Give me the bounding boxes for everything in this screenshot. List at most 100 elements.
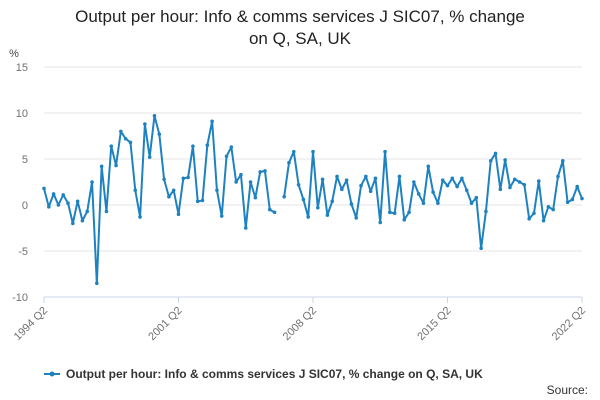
data-point[interactable] xyxy=(47,205,51,209)
data-point[interactable] xyxy=(287,160,291,165)
data-point[interactable] xyxy=(498,187,503,192)
data-point[interactable] xyxy=(503,158,507,162)
data-point[interactable] xyxy=(450,176,455,181)
data-point[interactable] xyxy=(291,149,296,154)
data-point[interactable] xyxy=(392,211,397,216)
data-point[interactable] xyxy=(522,182,527,187)
data-point[interactable] xyxy=(133,188,138,193)
data-point[interactable] xyxy=(224,154,229,159)
data-point[interactable] xyxy=(123,136,128,141)
data-point[interactable] xyxy=(575,184,579,189)
data-point[interactable] xyxy=(426,164,431,169)
data-point[interactable] xyxy=(152,113,157,118)
data-point[interactable] xyxy=(258,170,262,174)
data-point[interactable] xyxy=(138,215,142,219)
data-point[interactable] xyxy=(565,200,570,205)
data-point[interactable] xyxy=(474,195,479,200)
data-point[interactable] xyxy=(416,192,421,196)
data-point[interactable] xyxy=(61,193,66,197)
data-point[interactable] xyxy=(455,184,459,189)
data-point[interactable] xyxy=(234,180,238,184)
data-point[interactable] xyxy=(186,175,190,180)
data-point[interactable] xyxy=(253,195,258,200)
data-point[interactable] xyxy=(229,145,234,149)
data-point[interactable] xyxy=(95,281,99,286)
data-point[interactable] xyxy=(335,174,339,179)
data-point[interactable] xyxy=(536,179,541,183)
data-point[interactable] xyxy=(359,183,363,188)
data-point[interactable] xyxy=(407,210,411,215)
data-point[interactable] xyxy=(311,149,315,154)
data-point[interactable] xyxy=(162,177,166,182)
data-point[interactable] xyxy=(119,129,123,134)
data-point[interactable] xyxy=(354,216,359,220)
data-point[interactable] xyxy=(90,180,94,184)
data-point[interactable] xyxy=(104,209,109,214)
data-point[interactable] xyxy=(464,188,469,193)
data-point[interactable] xyxy=(527,217,531,221)
data-point[interactable] xyxy=(306,215,311,219)
data-point[interactable] xyxy=(517,180,522,184)
data-point[interactable] xyxy=(51,192,56,196)
data-point[interactable] xyxy=(205,143,210,147)
data-point[interactable] xyxy=(42,186,46,191)
data-point[interactable] xyxy=(445,183,450,188)
data-point[interactable] xyxy=(349,202,354,206)
data-point[interactable] xyxy=(512,177,517,182)
data-point[interactable] xyxy=(56,203,61,207)
data-point[interactable] xyxy=(488,159,493,163)
data-point[interactable] xyxy=(243,226,248,230)
data-point[interactable] xyxy=(412,180,416,184)
data-point[interactable] xyxy=(402,217,407,222)
data-point[interactable] xyxy=(551,207,555,212)
data-point[interactable] xyxy=(368,189,373,193)
data-point[interactable] xyxy=(66,201,70,205)
data-point[interactable] xyxy=(167,194,171,199)
data-point[interactable] xyxy=(219,214,224,218)
data-point[interactable] xyxy=(440,178,445,182)
data-point[interactable] xyxy=(114,163,118,168)
data-point[interactable] xyxy=(316,205,320,210)
data-point[interactable] xyxy=(301,197,306,202)
data-point[interactable] xyxy=(99,164,104,169)
data-point[interactable] xyxy=(181,176,186,181)
legend-label[interactable]: Output per hour: Info & comms services J… xyxy=(66,367,483,381)
data-point[interactable] xyxy=(484,209,488,214)
data-point[interactable] xyxy=(109,144,114,148)
data-point[interactable] xyxy=(171,188,176,193)
data-point[interactable] xyxy=(282,194,286,199)
data-point[interactable] xyxy=(421,201,426,205)
data-point[interactable] xyxy=(267,207,272,212)
data-point[interactable] xyxy=(75,199,80,204)
data-point[interactable] xyxy=(388,210,392,215)
data-point[interactable] xyxy=(580,196,584,201)
data-point[interactable] xyxy=(570,197,575,202)
data-point[interactable] xyxy=(556,174,560,179)
data-point[interactable] xyxy=(344,178,349,182)
data-point[interactable] xyxy=(479,246,483,251)
data-point[interactable] xyxy=(460,176,464,181)
data-point[interactable] xyxy=(541,218,546,223)
data-point[interactable] xyxy=(378,220,383,225)
data-point[interactable] xyxy=(200,198,205,203)
data-point[interactable] xyxy=(546,205,551,209)
data-point[interactable] xyxy=(340,187,344,192)
data-point[interactable] xyxy=(431,190,435,194)
data-point[interactable] xyxy=(373,176,378,181)
data-point[interactable] xyxy=(397,174,402,179)
data-point[interactable] xyxy=(71,221,75,226)
data-point[interactable] xyxy=(560,159,565,163)
data-point[interactable] xyxy=(330,199,335,204)
data-point[interactable] xyxy=(215,188,219,193)
data-point[interactable] xyxy=(320,177,325,182)
data-point[interactable] xyxy=(191,144,195,148)
data-point[interactable] xyxy=(195,199,200,204)
data-point[interactable] xyxy=(508,185,512,190)
data-point[interactable] xyxy=(383,149,387,154)
data-point[interactable] xyxy=(143,122,147,126)
data-point[interactable] xyxy=(493,151,498,156)
data-point[interactable] xyxy=(176,212,181,216)
data-point[interactable] xyxy=(147,155,152,159)
data-point[interactable] xyxy=(469,201,474,205)
data-point[interactable] xyxy=(157,132,162,136)
